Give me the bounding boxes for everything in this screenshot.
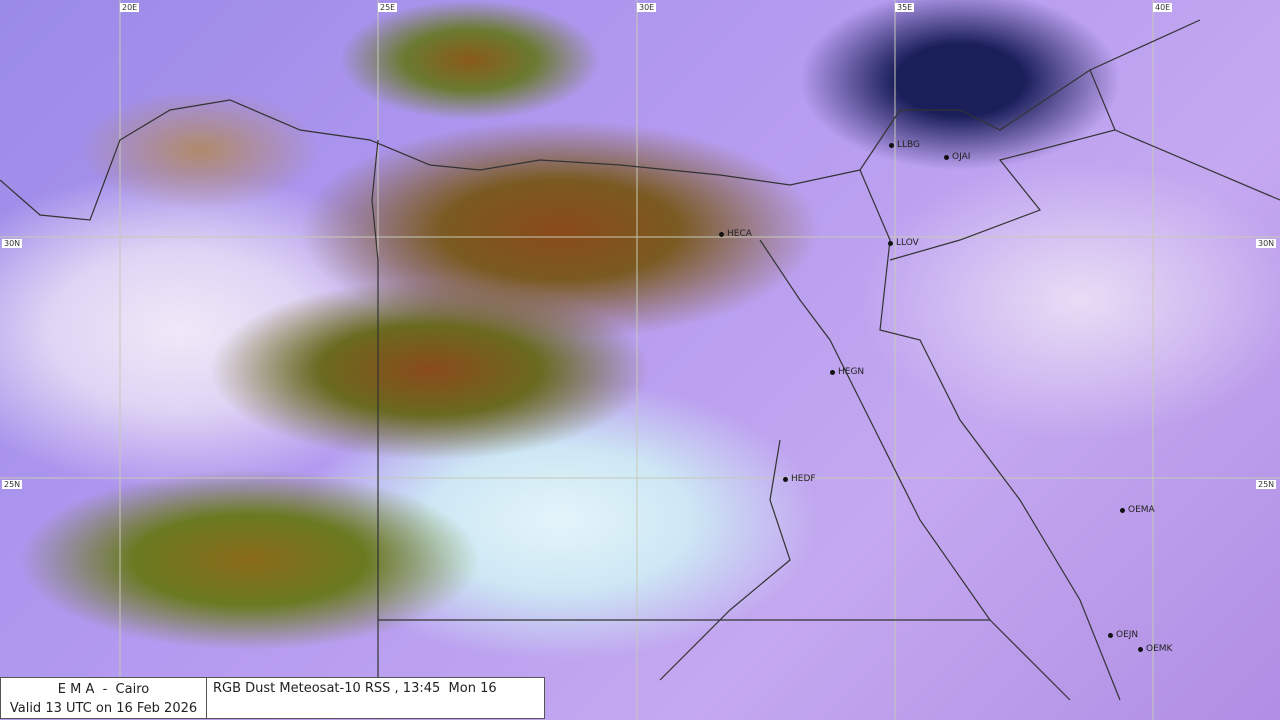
station-oema: OEMA — [1120, 505, 1155, 515]
station-hegn: HEGN — [829, 367, 865, 377]
legend-box: E M A - Cairo Valid 13 UTC on 16 Feb 202… — [0, 677, 545, 719]
lat-label-25n-left: 25N — [2, 480, 23, 489]
nile-river — [659, 439, 791, 681]
station-llov: LLOV — [888, 238, 919, 248]
coastline-north-africa — [0, 99, 861, 221]
legend-source: E M A - Cairo Valid 13 UTC on 16 Feb 202… — [1, 678, 207, 718]
station-oemk: OEMK — [1137, 644, 1173, 654]
lat-label-30n-left: 30N — [2, 239, 23, 248]
borders-coastlines — [0, 19, 1280, 701]
lon-label-25e: 25E — [378, 3, 398, 12]
station-oejn: OEJN — [1107, 630, 1139, 640]
border-egypt-libya — [371, 139, 379, 680]
coast-red-sea-west — [759, 239, 1071, 701]
legend-agency: E M A - Cairo — [57, 682, 150, 697]
station-heca: HECA — [719, 229, 752, 239]
lon-label-30e: 30E — [637, 3, 657, 12]
station-llbg: LLBG — [888, 140, 921, 150]
border-saudi-jordan — [889, 69, 1116, 261]
lon-label-35e: 35E — [895, 3, 915, 12]
border-jordan-iraq — [859, 19, 1201, 171]
lon-label-20e: 20E — [120, 3, 140, 12]
lat-label-30n-right: 30N — [1256, 239, 1277, 248]
station-ojai: OJAI — [943, 152, 971, 162]
coast-red-sea-east — [859, 169, 1121, 701]
border-saudi-iraq — [1114, 129, 1280, 201]
station-hedf: HEDF — [783, 474, 816, 484]
legend-product: RGB Dust Meteosat-10 RSS , 13:45 Mon 16 — [213, 681, 497, 696]
lon-label-40e: 40E — [1153, 3, 1173, 12]
lat-label-25n-right: 25N — [1256, 480, 1277, 489]
legend-valid-time: Valid 13 UTC on 16 Feb 2026 — [9, 701, 198, 716]
